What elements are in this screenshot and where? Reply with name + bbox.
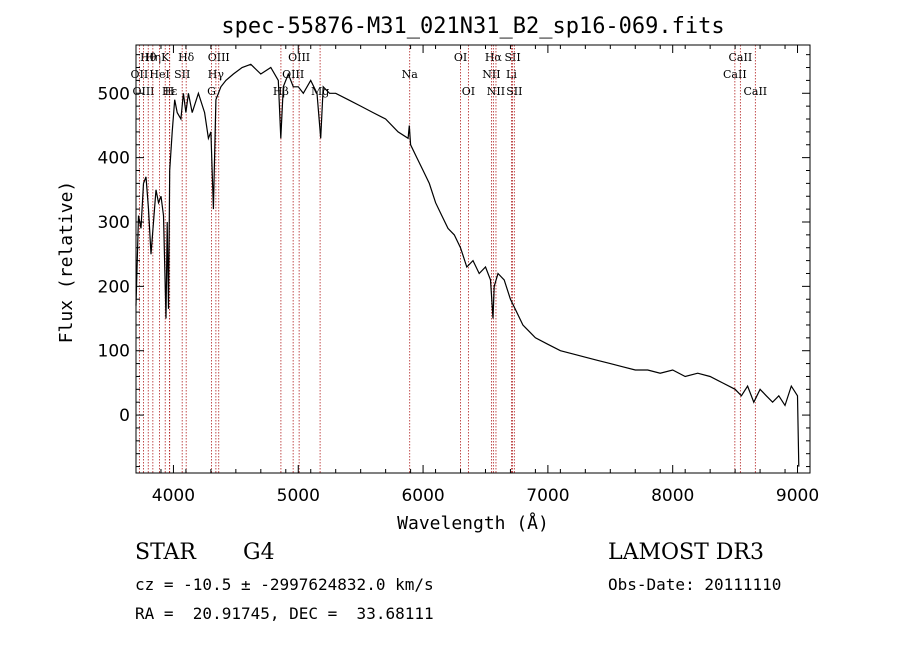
coordinates: RA = 20.91745, DEC = 33.68111: [135, 604, 434, 623]
line-marker-label: G: [207, 85, 216, 98]
line-marker-label: CaII: [723, 68, 747, 81]
x-tick-label: 4000: [152, 486, 195, 506]
line-marker-label: OI: [454, 51, 467, 64]
y-tick-label: 200: [98, 277, 130, 297]
line-marker-label: NII: [487, 85, 505, 98]
line-marker-label: Na: [402, 68, 419, 81]
object-class: STAR: [135, 540, 196, 565]
y-tick-label: 500: [98, 84, 130, 104]
line-marker-label: NII: [482, 68, 500, 81]
line-marker-label: OIII: [132, 85, 154, 98]
y-axis-label: Flux (relative): [56, 181, 77, 344]
redshift-line: cz = -10.5 ± -2997624832.0 km/s: [135, 575, 434, 594]
y-axis-ticks: 0 100 200 300 400 500: [98, 54, 810, 468]
line-marker-label: SII: [504, 51, 520, 64]
y-tick-label: 0: [119, 406, 130, 426]
line-marker-label: SII: [506, 85, 522, 98]
object-subclass: G4: [243, 540, 275, 565]
line-marker-label: OI: [462, 85, 475, 98]
line-marker-label: CaII: [729, 51, 753, 64]
line-marker-label: K: [161, 51, 170, 64]
line-marker-label: Hγ: [208, 68, 225, 81]
x-axis-label: Wavelength (Å): [397, 512, 549, 534]
line-marker-label: Li: [506, 68, 517, 81]
observation-date: Obs-Date: 20111110: [608, 575, 782, 594]
plot-frame: [135, 44, 811, 474]
spectrum-line: [135, 63, 800, 467]
survey-name: LAMOST DR3: [608, 540, 764, 565]
line-marker-label: CaII: [743, 85, 767, 98]
line-marker-label: Hβ: [273, 85, 289, 98]
line-marker-label: OII: [131, 68, 149, 81]
x-axis-ticks: 4000 5000 6000 7000 8000 9000: [135, 45, 819, 506]
x-tick-label: 5000: [277, 486, 320, 506]
x-tick-label: 9000: [776, 486, 819, 506]
y-tick-label: 100: [98, 342, 130, 362]
line-marker-label: HeI: [149, 68, 169, 81]
line-marker-label: Hδ: [178, 51, 195, 64]
line-marker-label: Hη: [145, 51, 161, 64]
x-tick-label: 6000: [401, 486, 444, 506]
line-marker-label: Hα: [485, 51, 503, 64]
y-tick-label: 300: [98, 213, 130, 233]
line-marker-label: SII: [174, 68, 190, 81]
x-tick-label: 8000: [651, 486, 694, 506]
line-marker-label: H: [165, 85, 175, 98]
line-marker-label: OIII: [282, 68, 304, 81]
chart-title: spec-55876-M31_021N31_B2_sp16-069.fits: [221, 14, 724, 39]
y-tick-label: 400: [98, 149, 130, 169]
line-marker-label: OIII: [208, 51, 230, 64]
x-tick-label: 7000: [526, 486, 569, 506]
line-marker-label: OIII: [288, 51, 310, 64]
